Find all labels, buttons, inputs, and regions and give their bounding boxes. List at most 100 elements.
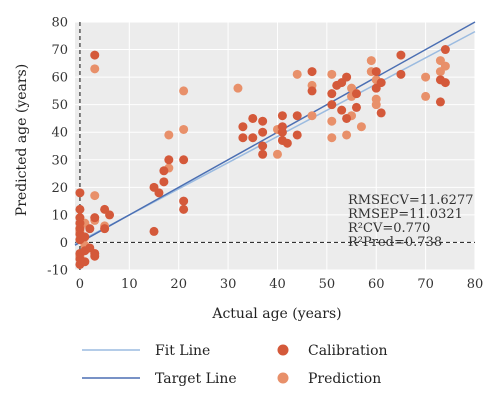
calibration-point [75,188,85,198]
calibration-point [277,111,287,121]
calibration-point [179,196,189,206]
prediction-point [371,100,381,110]
y-tick-label: 0 [60,236,68,251]
prediction-point [179,86,189,96]
calibration-point [277,127,287,137]
x-tick-label: 0 [76,277,84,292]
calibration-point [80,257,90,267]
calibration-point [248,133,258,143]
calibration-point [351,89,361,99]
calibration-point [396,50,406,60]
calibration-point [342,113,352,123]
rmsecv-label: RMSECV=11.6277 [348,193,473,208]
calibration-point [376,78,386,88]
target-line [74,21,476,246]
calibration-point [435,97,445,107]
calibration-point [337,105,347,115]
prediction-point [421,91,431,101]
calibration-point [90,251,100,261]
prediction-point [327,116,337,126]
prediction-point [90,64,100,74]
calibration-point [351,102,361,112]
legend-target-line-label: Target Line [155,371,237,387]
plot-area [75,22,475,270]
calibration-point [327,100,337,110]
calibration-point [292,111,302,121]
calibration-point [90,213,100,223]
calibration-point [75,213,85,223]
calibration-point [258,116,268,126]
prediction-point [307,111,317,121]
prediction-point [233,83,243,93]
calibration-point [85,224,95,234]
r2pred-label: R²Pred=0.738 [348,235,442,250]
prediction-point [356,122,366,132]
calibration-point [307,67,317,77]
prediction-point [292,69,302,79]
legend-prediction-marker [277,372,289,384]
legend-prediction-label: Prediction [308,371,381,387]
data-points [75,45,450,269]
x-tick-label: 40 [269,277,286,292]
calibration-point [327,89,337,99]
prediction-point [342,130,352,140]
x-axis-ticks: 0 10 20 30 40 50 60 70 80 [76,277,483,292]
y-tick-label: 40 [51,126,68,141]
legend-calibration-label: Calibration [308,343,388,359]
calibration-point [292,130,302,140]
calibration-point [238,133,248,143]
calibration-point [179,155,189,165]
prediction-point [179,124,189,134]
x-tick-label: 10 [121,277,138,292]
y-tick-label: -10 [47,264,68,279]
calibration-point [105,210,115,220]
prediction-point [421,72,431,82]
calibration-point [307,86,317,96]
x-tick-label: 60 [368,277,385,292]
prediction-point [327,133,337,143]
calibration-point [100,224,110,234]
prediction-point [272,149,282,159]
y-axis-label: Predicted age (years) [14,64,30,216]
calibration-point [258,127,268,137]
trend-lines [74,21,476,246]
y-tick-label: 30 [51,153,68,168]
calibration-point [149,226,159,236]
calibration-point [90,50,100,60]
y-axis-ticks: -10 0 10 20 30 40 50 60 70 80 [47,16,68,279]
calibration-point [248,113,258,123]
calibration-point [440,45,450,55]
calibration-point [376,108,386,118]
r2cv-label: R²CV=0.770 [348,221,430,236]
x-tick-label: 30 [220,277,237,292]
calibration-point [258,141,268,151]
calibration-point [164,155,174,165]
y-tick-label: 10 [51,208,68,223]
prediction-point [366,56,376,66]
x-tick-label: 70 [417,277,434,292]
calibration-point [80,232,90,242]
y-tick-label: 80 [51,16,68,31]
prediction-point [327,69,337,79]
calibration-point [75,204,85,214]
rmsep-label: RMSEP=11.0321 [348,207,463,222]
calibration-point [159,166,169,176]
x-tick-label: 20 [170,277,187,292]
y-tick-label: 20 [51,181,68,196]
calibration-point [238,122,248,132]
calibration-point [154,188,164,198]
y-tick-label: 70 [51,43,68,58]
calibration-point [159,177,169,187]
y-tick-label: 60 [51,71,68,86]
y-tick-label: 50 [51,98,68,113]
x-tick-label: 50 [319,277,336,292]
legend-fit-line-label: Fit Line [155,343,210,359]
prediction-point [164,130,174,140]
calibration-point [179,204,189,214]
calibration-point [258,149,268,159]
legend: Fit Line Calibration Target Line Predict… [82,343,388,387]
calibration-point [342,72,352,82]
prediction-point [440,61,450,71]
legend-calibration-marker [277,344,289,356]
